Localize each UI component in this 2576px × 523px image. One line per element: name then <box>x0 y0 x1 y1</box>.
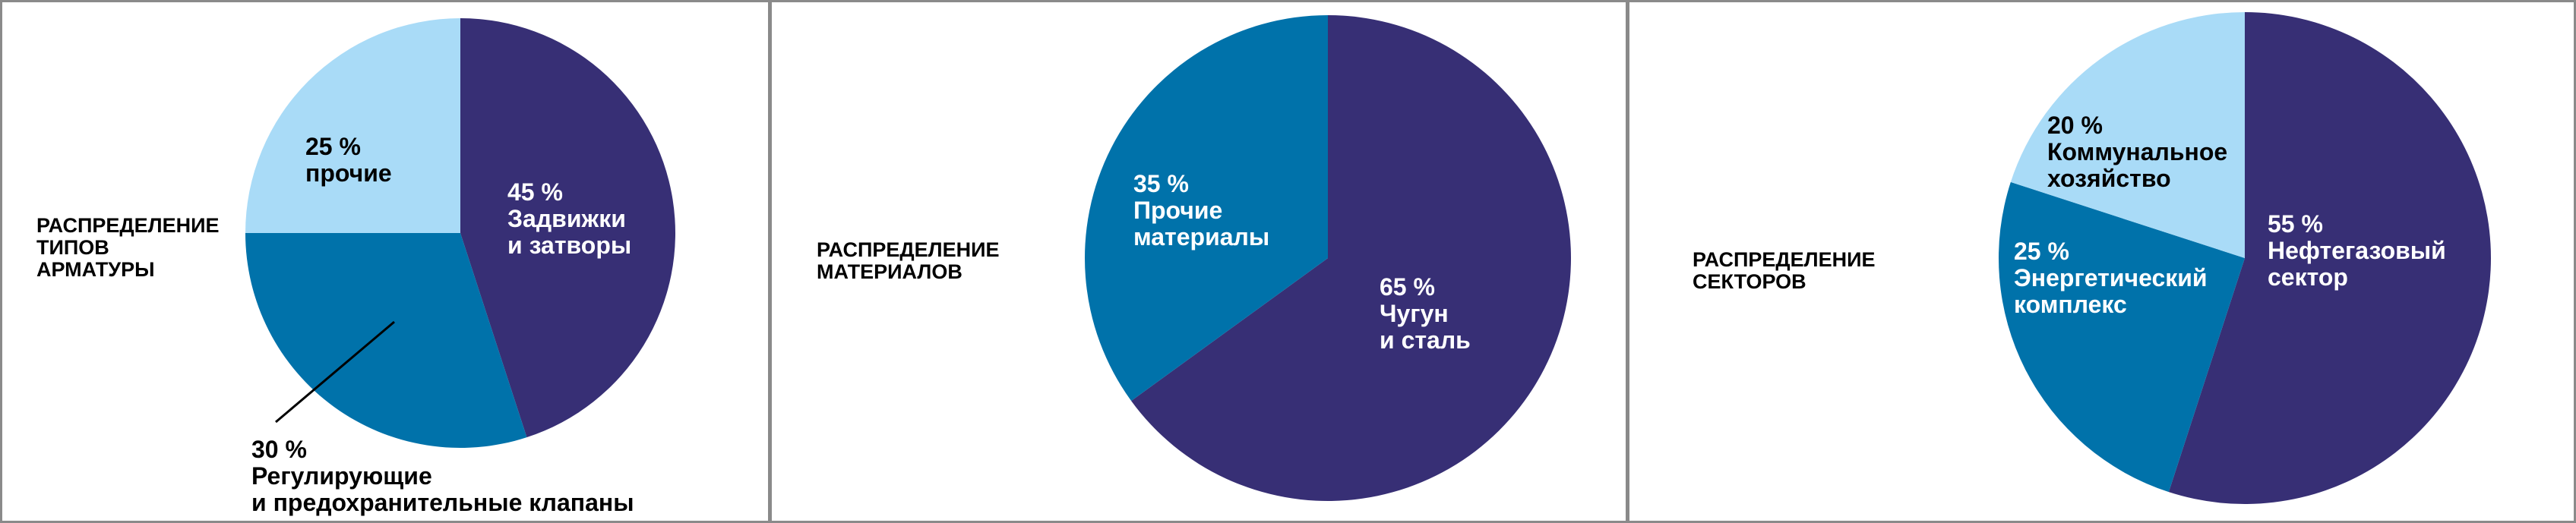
chart-title: РАСПРЕДЕЛЕНИЕ МАТЕРИАЛОВ <box>817 238 1000 283</box>
panel <box>0 0 770 523</box>
chart-title: РАСПРЕДЕЛЕНИЕ ТИПОВ АРМАТУРЫ <box>36 214 220 281</box>
leader-line <box>275 320 395 424</box>
pie-slice <box>1131 15 1571 501</box>
value-label: 55 % <box>2268 210 2323 238</box>
pie-slice <box>2010 12 2245 258</box>
category-label: Регулирующие и предохранительные клапаны <box>251 462 634 516</box>
category-label: Прочие материалы <box>1133 197 1270 250</box>
pie-slice <box>1998 181 2245 493</box>
value-label: 25 % <box>2014 238 2069 265</box>
category-label: Нефтегазовый сектор <box>2268 237 2446 291</box>
chart-title: РАСПРЕДЕЛЕНИЕ СЕКТОРОВ <box>1693 248 1876 293</box>
value-label: 35 % <box>1133 170 1189 197</box>
category-label: Коммунальное хозяйство <box>2047 138 2228 192</box>
panel <box>770 0 1628 523</box>
pie-slice <box>460 18 675 438</box>
value-label: 25 % <box>305 133 361 160</box>
slice-label: 25 % прочие <box>305 134 392 187</box>
value-label: 20 % <box>2047 112 2103 139</box>
category-label: Энергетический комплекс <box>2014 264 2208 318</box>
slice-label: 30 % Регулирующие и предохранительные кла… <box>251 436 634 516</box>
slice-label: 65 % Чугун и сталь <box>1380 274 1471 354</box>
value-label: 45 % <box>507 178 563 206</box>
value-label: 65 % <box>1380 273 1435 301</box>
panel <box>1627 0 2576 523</box>
category-label: прочие <box>305 159 392 187</box>
slice-label: 45 % Задвижки и затворы <box>507 179 631 259</box>
slice-label: 35 % Прочие материалы <box>1133 171 1269 250</box>
pie-slice <box>245 18 460 233</box>
slice-label: 25 % Энергетический комплекс <box>2014 238 2208 318</box>
value-label: 30 % <box>251 436 307 463</box>
slice-label: 20 % Коммунальное хозяйство <box>2047 112 2227 192</box>
category-label: Чугун и сталь <box>1380 300 1471 354</box>
pie-slice <box>245 233 527 448</box>
pie-slice <box>1084 15 1328 402</box>
slice-label: 55 % Нефтегазовый сектор <box>2268 211 2446 291</box>
pie-slice <box>2168 12 2491 504</box>
category-label: Задвижки и затворы <box>507 205 632 259</box>
